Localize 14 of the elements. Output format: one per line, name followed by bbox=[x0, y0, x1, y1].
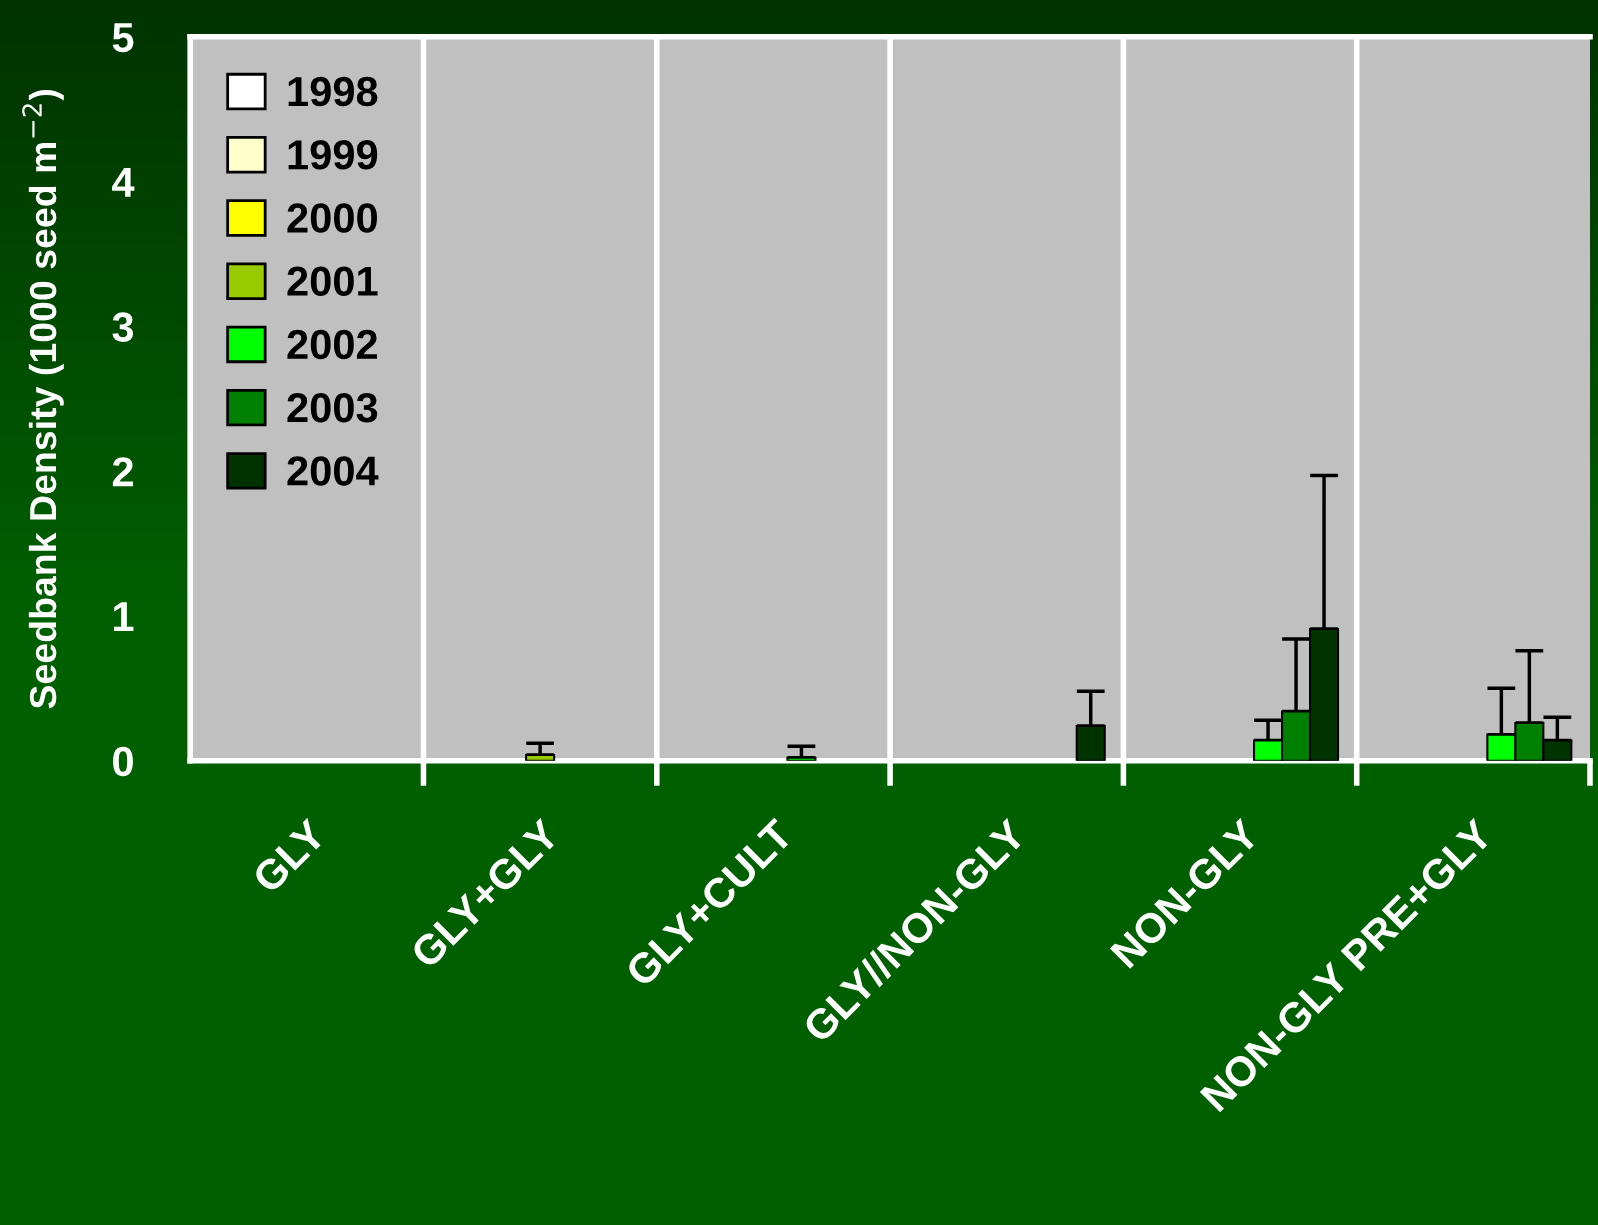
y-tick-label: 2 bbox=[112, 457, 133, 487]
legend-label: 1999 bbox=[288, 140, 378, 170]
y-tick-label: 3 bbox=[112, 312, 134, 342]
y-tick-label: 1 bbox=[114, 602, 134, 632]
y-tick-label: 0 bbox=[113, 746, 133, 777]
legend-label: 2003 bbox=[287, 392, 378, 423]
legend-label: 2004 bbox=[287, 456, 379, 486]
legend-label: 2001 bbox=[287, 266, 378, 297]
legend-label: 2000 bbox=[287, 203, 377, 233]
legend-label: 1998 bbox=[288, 76, 378, 107]
y-tick-label: 5 bbox=[112, 23, 134, 53]
y-axis-title: Seedbank Density (1000 seed m$^{−2}$) bbox=[22, 89, 64, 709]
y-tick-label: 4 bbox=[112, 167, 135, 197]
legend-label: 2002 bbox=[287, 329, 378, 360]
